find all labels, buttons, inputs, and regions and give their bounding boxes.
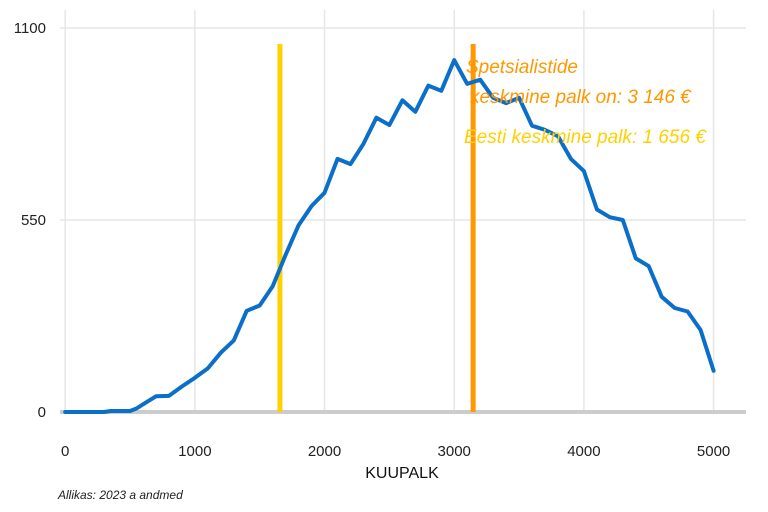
data-point [130,411,131,412]
specialist-salary-label-line1: Spetsialistide [466,57,578,78]
data-point [687,311,688,312]
specialist-salary-label-line2: keskmine palk on: 3 146 € [470,87,692,108]
data-point [324,192,325,193]
data-point [65,412,66,413]
data-point [181,386,182,387]
data-point [311,206,312,207]
data-point [207,368,208,369]
x-tick-label-4000: 4000 [567,443,600,460]
data-point [110,411,111,412]
data-point [454,60,455,61]
data-point [570,158,571,159]
data-point [674,308,675,309]
data-point [350,164,351,165]
source-note: Allikas: 2023 a andmed [58,488,183,502]
data-point [259,305,260,306]
data-point [272,286,273,287]
data-point [91,412,92,413]
data-point [376,117,377,118]
data-point [337,158,338,159]
data-point [415,111,416,112]
data-point [609,217,610,218]
x-tick-label-3000: 3000 [438,443,471,460]
data-point [389,125,390,126]
data-point [156,396,157,397]
data-point [194,377,195,378]
x-tick-label-0: 0 [61,443,69,460]
data-point [635,258,636,259]
data-point [363,143,364,144]
x-axis-title: KUUPALK [365,465,439,482]
data-point [168,395,169,396]
data-point [246,310,247,311]
data-point [428,85,429,86]
data-series [63,58,716,414]
y-tick-label-0: 0 [38,404,46,421]
x-tick-label-2000: 2000 [308,443,341,460]
reference-lines [277,44,476,412]
data-point [78,412,79,413]
data-point [233,340,234,341]
tick-labels: 0 1000 2000 3000 4000 5000 0 550 1100 [14,20,731,460]
data-point [713,370,714,371]
data-point [700,330,701,331]
y-tick-label-550: 550 [21,212,46,229]
x-tick-label-1000: 1000 [178,443,211,460]
x-tick-label-5000: 5000 [697,443,730,460]
data-point [136,408,137,409]
data-point [143,404,144,405]
data-point [117,411,118,412]
data-point [298,225,299,226]
data-point [104,412,105,413]
y-tick-label-1100: 1100 [14,20,46,37]
series-line-0 [63,58,716,414]
data-point [661,296,662,297]
data-point [402,100,403,101]
data-point [467,83,468,84]
data-point [583,171,584,172]
data-point [622,220,623,221]
grid [60,10,746,412]
data-point [480,79,481,80]
data-point [220,352,221,353]
data-point [441,90,442,91]
data-point [285,254,286,255]
data-point [596,209,597,210]
estonia-average-salary-label: Eesti keskmine palk: 1 656 € [464,127,707,148]
data-point [648,266,649,267]
